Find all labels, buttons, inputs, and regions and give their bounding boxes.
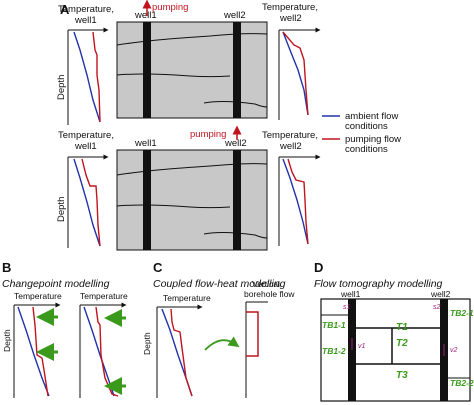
panel-c-letter: C	[153, 260, 163, 275]
d-tb22: TB2-2	[450, 378, 474, 388]
top-fracture-1	[116, 33, 268, 46]
panel-b-letter: B	[2, 260, 11, 275]
top-fracture-2	[116, 73, 231, 78]
bottom-left-pumping-curve	[81, 158, 101, 247]
d-well2-label: well2	[430, 289, 451, 299]
panel-c-depth-label: Depth	[142, 332, 152, 355]
top-well2-label: well2	[223, 10, 246, 21]
panel-b-title: Changepoint modelling	[2, 278, 110, 290]
panel-b-depth-label: Depth	[2, 329, 12, 352]
top-well1-bore	[143, 22, 151, 118]
panel-d: D Flow tomography modelling well1 well2 …	[314, 260, 474, 402]
bottom-well2-label: well2	[224, 138, 247, 149]
bottom-fracture-3	[203, 231, 268, 239]
panel-a-top: Temperature, well1 Depth well1 well2 pum…	[56, 0, 321, 125]
d-tb12: TB1-2	[322, 346, 346, 356]
d-v1: v1	[358, 343, 366, 350]
legend-pumping-label: pumping flow conditions	[345, 134, 404, 155]
bottom-fracture-1	[116, 163, 268, 176]
top-aquifer-block	[116, 21, 268, 119]
b1-ambient-curve	[17, 306, 50, 397]
panel-b-temp1-label: Temperature	[14, 291, 62, 301]
bottom-aquifer-block	[116, 149, 268, 251]
top-fracture-3	[203, 100, 268, 108]
c-flow-profile	[246, 311, 259, 357]
bottom-right-pumping-curve	[287, 158, 309, 245]
bottom-right-profile-label: Temperature, well2	[262, 130, 321, 152]
d-s2: s2	[433, 304, 441, 311]
top-well1-label: well1	[134, 10, 157, 21]
panel-b-temp2-label: Temperature	[80, 291, 128, 301]
d-t3: T3	[396, 370, 408, 381]
bottom-well2-bore	[233, 150, 241, 250]
d-tb11: TB1-1	[322, 320, 346, 330]
bottom-left-depth-label: Depth	[56, 197, 67, 222]
c-pumping-curve	[170, 308, 193, 397]
b2-ambient-curve	[83, 306, 115, 397]
panel-a-bottom: Temperature, well1 Depth well1 well2 pum…	[56, 125, 321, 251]
bottom-fracture-2	[116, 204, 231, 209]
panel-c: C Coupled flow-heat modelling Temperatur…	[142, 260, 295, 398]
top-left-depth-label: Depth	[56, 75, 67, 100]
legend-ambient-label: ambient flow conditions	[345, 111, 401, 132]
panel-d-letter: D	[314, 260, 323, 275]
d-v2: v2	[450, 347, 458, 354]
panel-a-letter: A	[60, 2, 70, 17]
bottom-well1-bore	[143, 150, 151, 250]
top-right-ambient-curve	[282, 31, 309, 116]
panel-c-temp-label: Temperature	[163, 293, 211, 303]
bottom-left-ambient-curve	[73, 158, 101, 247]
c-coupling-arrow	[204, 336, 240, 351]
top-right-pumping-curve	[282, 31, 309, 116]
top-well2-bore	[233, 22, 241, 118]
top-left-profile-label: Temperature, well1	[58, 4, 117, 26]
d-t1: T1	[396, 322, 408, 333]
top-pumping-label: pumping	[152, 2, 188, 13]
top-left-ambient-curve	[73, 31, 101, 123]
panel-c-title: Coupled flow-heat modelling	[153, 278, 286, 290]
legend: ambient flow conditions pumping flow con…	[322, 111, 404, 155]
bottom-well1-label: well1	[134, 138, 157, 149]
panel-c-flow-label: Vertical borehole flow	[244, 279, 295, 299]
d-tb21: TB2-1	[450, 308, 474, 318]
bottom-left-profile-label: Temperature, well1	[58, 130, 117, 152]
panel-b: B Changepoint modelling Temperature Temp…	[2, 260, 128, 398]
panel-d-title: Flow tomography modelling	[314, 278, 443, 290]
top-right-profile-label: Temperature, well2	[262, 2, 321, 24]
bottom-pumping-label: pumping	[190, 129, 226, 140]
d-s1: s1	[343, 304, 351, 311]
bottom-right-ambient-curve	[282, 158, 309, 245]
d-well1-label: well1	[340, 289, 361, 299]
d-t2: T2	[396, 338, 408, 349]
top-left-pumping-curve	[92, 31, 101, 123]
